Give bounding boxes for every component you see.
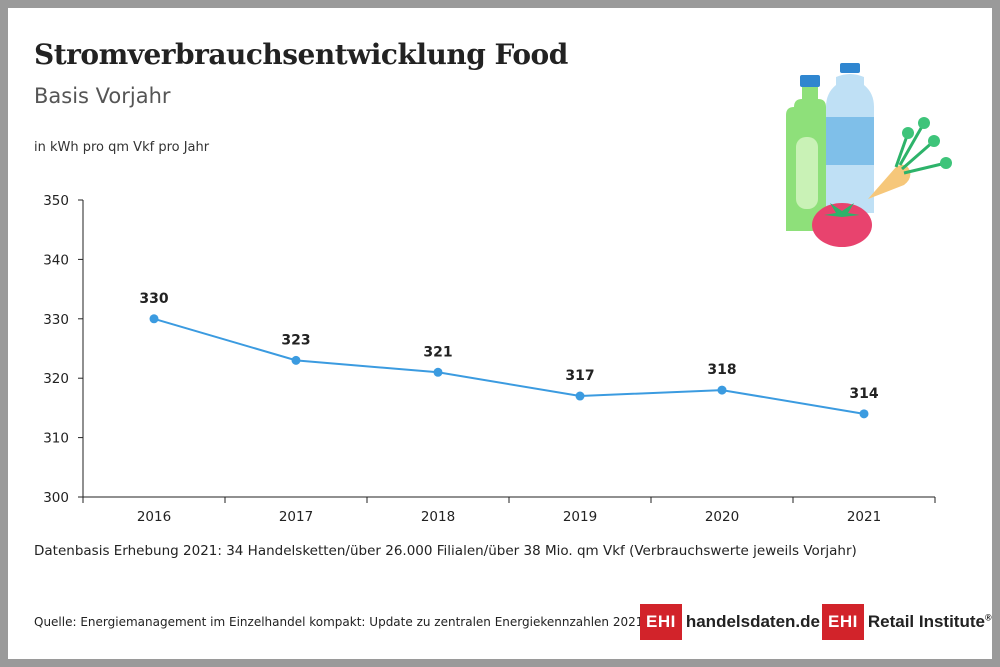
page-title: Stromverbrauchsentwicklung Food xyxy=(34,38,568,71)
y-tick-label: 350 xyxy=(43,193,69,209)
carrot-icon xyxy=(868,117,952,199)
series-line xyxy=(153,317,865,415)
data-point xyxy=(717,385,727,395)
water-bottle-icon xyxy=(826,63,874,213)
handelsdaten-text: handelsdaten.de xyxy=(685,612,820,631)
data-label: 323 xyxy=(281,332,310,348)
data-label: 330 xyxy=(139,291,168,307)
data-point xyxy=(149,314,159,324)
data-point xyxy=(291,355,301,365)
source-note: Quelle: Energiemanagement im Einzelhande… xyxy=(34,615,644,629)
groceries-illustration xyxy=(786,63,952,247)
ehi-mark: EHI xyxy=(822,604,864,640)
x-tick-label: 2018 xyxy=(421,509,455,525)
data-label: 318 xyxy=(707,362,736,378)
ehi-mark: EHI xyxy=(640,604,682,640)
y-tick-label: 340 xyxy=(43,252,69,268)
x-tick-label: 2019 xyxy=(563,509,597,525)
data-label: 317 xyxy=(565,368,594,384)
y-tick-label: 310 xyxy=(43,431,69,447)
data-point xyxy=(859,409,869,419)
page-subtitle: Basis Vorjahr xyxy=(34,84,171,108)
x-tick-label: 2016 xyxy=(137,509,171,525)
unit-label: in kWh pro qm Vkf pro Jahr xyxy=(34,140,210,155)
data-label: 314 xyxy=(849,386,878,402)
retail-institute-text: Retail Institute® xyxy=(867,612,992,631)
green-bottle-icon xyxy=(786,75,826,231)
data-point xyxy=(433,367,443,377)
y-tick-label: 320 xyxy=(43,371,69,387)
tomato-icon xyxy=(812,203,872,247)
chart-card: Stromverbrauchsentwicklung Food Basis Vo… xyxy=(8,8,992,659)
x-tick-label: 2017 xyxy=(279,509,313,525)
footnote: Datenbasis Erhebung 2021: 34 Handelskett… xyxy=(34,543,857,559)
x-tick-label: 2021 xyxy=(847,509,881,525)
data-point xyxy=(575,391,585,401)
logo-retail-institute[interactable]: EHI Retail Institute® xyxy=(822,604,992,640)
x-tick-label: 2020 xyxy=(705,509,739,525)
y-tick-label: 330 xyxy=(43,312,69,328)
y-tick-label: 300 xyxy=(43,490,69,506)
data-label: 321 xyxy=(423,344,452,360)
logo-handelsdaten[interactable]: EHI handelsdaten.de xyxy=(640,604,820,640)
